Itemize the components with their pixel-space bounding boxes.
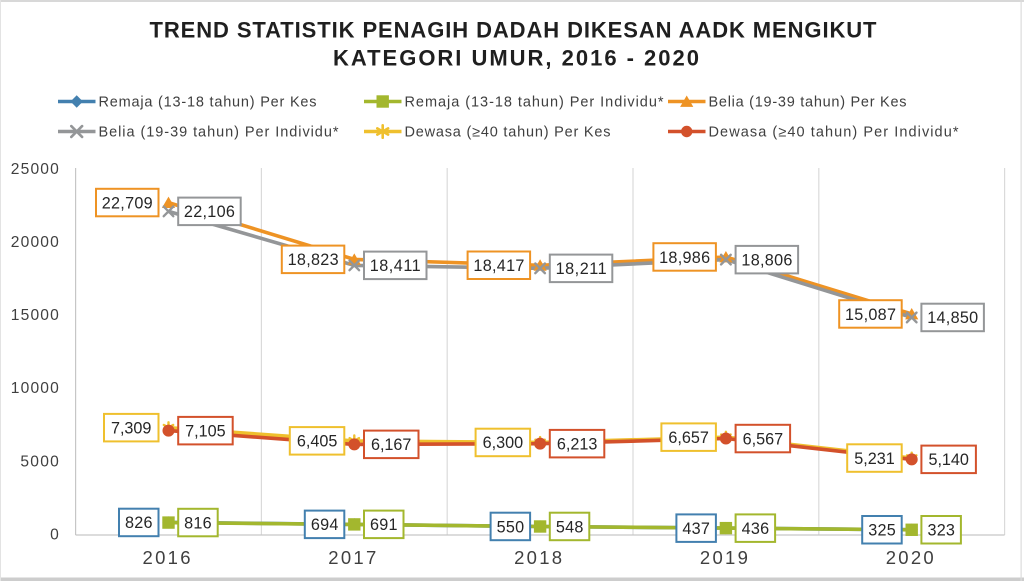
svg-text:15000: 15000: [11, 307, 59, 324]
svg-text:Belia (19-39 tahun) Per Kes: Belia (19-39 tahun) Per Kes: [709, 95, 907, 111]
svg-text:14,850: 14,850: [927, 309, 978, 327]
svg-text:7,309: 7,309: [111, 420, 152, 438]
svg-text:Remaja (13-18 tahun) Per Kes: Remaja (13-18 tahun) Per Kes: [99, 95, 317, 111]
svg-text:436: 436: [742, 520, 770, 538]
svg-text:18,211: 18,211: [556, 260, 607, 278]
svg-text:7,105: 7,105: [185, 422, 226, 440]
svg-text:Dewasa (≥40 tahun) Per Kes: Dewasa (≥40 tahun) Per Kes: [405, 125, 611, 141]
svg-text:6,167: 6,167: [371, 436, 412, 454]
svg-text:691: 691: [370, 516, 398, 534]
svg-text:5000: 5000: [20, 453, 59, 470]
svg-text:18,417: 18,417: [473, 257, 524, 275]
svg-text:KATEGORI UMUR, 2016 - 2020: KATEGORI UMUR, 2016 - 2020: [333, 45, 699, 70]
svg-text:6,405: 6,405: [297, 433, 338, 451]
svg-text:437: 437: [682, 520, 710, 538]
svg-text:25000: 25000: [11, 161, 59, 178]
svg-text:18,823: 18,823: [288, 251, 339, 269]
svg-text:548: 548: [556, 518, 584, 536]
svg-text:Remaja (13-18 tahun) Per Indiv: Remaja (13-18 tahun) Per Individu*: [405, 95, 664, 111]
svg-text:18,806: 18,806: [741, 251, 792, 269]
svg-text:5,231: 5,231: [854, 450, 895, 468]
svg-text:6,213: 6,213: [557, 436, 598, 454]
svg-text:323: 323: [927, 522, 955, 540]
svg-text:20000: 20000: [11, 234, 59, 251]
svg-text:694: 694: [311, 516, 339, 534]
svg-text:5,140: 5,140: [928, 451, 969, 469]
svg-text:Dewasa (≥40 tahun) Per Individ: Dewasa (≥40 tahun) Per Individu*: [709, 125, 959, 141]
svg-text:826: 826: [125, 514, 153, 532]
svg-text:22,709: 22,709: [102, 194, 153, 212]
svg-text:22,106: 22,106: [184, 203, 235, 221]
svg-text:816: 816: [184, 514, 212, 532]
svg-text:15,087: 15,087: [845, 306, 896, 324]
svg-text:550: 550: [497, 518, 525, 536]
svg-text:325: 325: [868, 522, 896, 540]
svg-text:18,411: 18,411: [370, 257, 421, 275]
svg-text:TREND STATISTIK PENAGIH DADAH: TREND STATISTIK PENAGIH DADAH DIKESAN AA…: [150, 18, 878, 43]
svg-text:6,300: 6,300: [483, 434, 524, 452]
svg-text:6,567: 6,567: [743, 430, 784, 448]
svg-text:18,986: 18,986: [659, 249, 710, 267]
svg-text:10000: 10000: [11, 380, 59, 397]
svg-text:6,657: 6,657: [668, 429, 709, 447]
svg-text:0: 0: [50, 526, 59, 543]
svg-text:Belia (19-39 tahun) Per Indivi: Belia (19-39 tahun) Per Individu*: [99, 125, 339, 141]
